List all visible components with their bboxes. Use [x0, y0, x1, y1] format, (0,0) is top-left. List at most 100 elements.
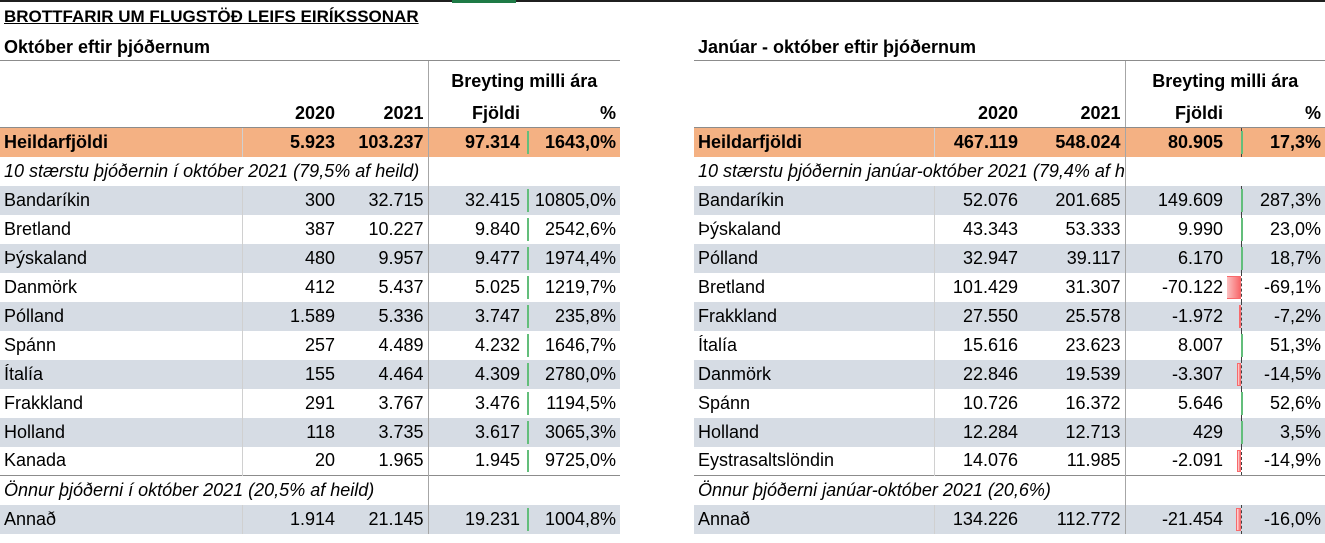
value-fjoldi: 4.232: [427, 330, 524, 360]
pct-value: 17,3%: [1269, 131, 1321, 152]
pct-value: 1646,7%: [544, 334, 616, 355]
pct-cell: 9725,0%: [524, 447, 620, 476]
value-2021: 10.227: [368, 218, 424, 239]
section-blank: [1124, 475, 1227, 505]
table-row: Bretland 387 10.227 9.840 2542,6%: [0, 214, 620, 244]
section-label: Önnur þjóðerni í október 2021 (20,5% af …: [0, 475, 428, 505]
value-2021: 32.715: [339, 185, 428, 215]
row-label: Þýskaland: [698, 218, 782, 239]
row-label: Bandaríkin: [0, 185, 242, 215]
data-bar: [527, 275, 529, 299]
value-2021: 39.117: [1022, 243, 1125, 273]
value-fjoldi: 97.314: [427, 127, 524, 157]
header-pct: %: [524, 94, 620, 128]
data-bar: [1227, 275, 1241, 299]
table-row: Bandaríkin 300 32.715 32.415 10805,0%: [0, 185, 620, 215]
value-fjoldi: 6.170: [1124, 243, 1227, 273]
total-row: Heildarfjöldi 467.119 548.024 80.905 17,3%: [694, 127, 1325, 157]
row-label: Ítalía: [698, 334, 738, 355]
value-2020: 5.923: [241, 127, 339, 157]
value-fjoldi: 429: [1124, 417, 1227, 447]
value-2020: 467.119: [933, 127, 1022, 157]
value-2021: 23.623: [1065, 334, 1121, 355]
header-row: Breyting milli ára: [694, 60, 1325, 95]
pct-value: 1974,4%: [544, 247, 616, 268]
value-2021: 1.965: [378, 450, 424, 471]
value-2020: 134.226: [933, 504, 1022, 534]
section-row: Önnur þjóðerni janúar-október 2021 (20,6…: [694, 475, 1325, 505]
row-label: Spánn: [4, 334, 57, 355]
row-label: Þýskaland: [0, 243, 242, 273]
section-label: 10 stærstu þjóðernin í október 2021 (79,…: [4, 160, 420, 181]
right-data-table: Breyting milli ára 2020 2021 Fjöldi% Heildar…: [694, 60, 1325, 534]
table-row: Pólland 1.589 5.336 3.747 235,8%: [0, 301, 620, 331]
value-2020: 101.429: [933, 272, 1022, 302]
pct-value: 1643,0%: [544, 131, 616, 152]
data-bar-axis: [1241, 359, 1242, 389]
top-border-line: [0, 0, 1325, 2]
header-pct: %: [1227, 94, 1325, 128]
section-blank: [427, 475, 524, 505]
table-row: Kanada 20 1.965 1.945 9725,0%: [0, 446, 620, 476]
pct-value: 3065,3%: [544, 421, 616, 442]
value-fjoldi: -21.454: [1124, 504, 1227, 534]
left-subtitle: Október eftir þjóðernum: [4, 37, 211, 57]
header-row: 2020 2021 Fjöldi%: [694, 94, 1325, 128]
pct-cell: -14,5%: [1227, 359, 1325, 389]
header-blank: [694, 94, 934, 128]
header-blank: [694, 60, 934, 95]
table-row: Þýskaland 43.343 53.333 9.990 23,0%: [694, 214, 1325, 244]
pct-cell: 1004,8%: [524, 504, 620, 534]
table-october: Breyting milli ára 2020 2021 Fjöldi% Heildar…: [0, 60, 620, 534]
section-blank: [1227, 475, 1325, 505]
data-bar: [527, 217, 529, 241]
data-bar: [527, 507, 529, 531]
value-fjoldi: -2.091: [1124, 446, 1227, 476]
value-2020: 27.550: [933, 301, 1022, 331]
header-breyting: Breyting milli ára: [1124, 60, 1325, 95]
table-row: Danmörk 22.846 19.539 -3.307 -14,5%: [694, 359, 1325, 389]
header-blank: [0, 60, 242, 95]
table-row: Spánn 10.726 16.372 5.646 52,6%: [694, 388, 1325, 418]
row-label: Pólland: [0, 301, 242, 331]
left-data-table: Breyting milli ára 2020 2021 Fjöldi% Heildar…: [0, 60, 620, 534]
pct-cell: 1974,4%: [524, 243, 620, 273]
data-bar: [527, 391, 529, 415]
value-2021: 25.578: [1022, 301, 1125, 331]
row-label: Bandaríkin: [694, 185, 934, 215]
data-bar: [1236, 362, 1241, 386]
header-fjoldi: Fjöldi: [427, 94, 524, 128]
data-bar-axis: [1241, 301, 1242, 331]
table-jan-oct: Breyting milli ára 2020 2021 Fjöldi% Heildar…: [694, 60, 1325, 534]
data-bar: [1236, 449, 1241, 472]
pct-value: 2542,6%: [544, 218, 616, 239]
pct-cell: 2542,6%: [524, 215, 620, 244]
data-bar: [1241, 391, 1243, 415]
value-2020: 10.726: [933, 388, 1022, 418]
data-bar: [527, 188, 529, 212]
value-2021: 9.957: [339, 243, 428, 273]
section-blank: [1227, 157, 1325, 186]
table-row: Ítalía 155 4.464 4.309 2780,0%: [0, 359, 620, 389]
pct-cell: 1646,7%: [524, 331, 620, 360]
row-label: Ítalía: [0, 359, 242, 389]
header-blank: [0, 94, 242, 128]
row-label: Danmörk: [4, 276, 78, 297]
value-fjoldi: 8.007: [1124, 330, 1227, 360]
value-2020: 1.914: [241, 504, 339, 534]
value-2021: 5.437: [378, 276, 424, 297]
value-2020: 22.846: [933, 359, 1022, 389]
table-row: Frakkland 291 3.767 3.476 1194,5%: [0, 388, 620, 418]
row-label: Heildarfjöldi: [0, 127, 242, 157]
value-2021: 21.145: [339, 504, 428, 534]
value-2021: 112.772: [1022, 504, 1125, 534]
value-2021: 12.713: [1022, 417, 1125, 447]
value-2021: 3.735: [339, 417, 428, 447]
value-2020: 291: [241, 388, 339, 418]
pct-value: 287,3%: [1259, 189, 1321, 210]
value-2020: 20: [241, 446, 339, 476]
header-2020: 2020: [934, 94, 1022, 128]
value-2020: 387: [241, 214, 339, 244]
pct-cell: -69,1%: [1227, 272, 1325, 302]
value-2020: 480: [241, 243, 339, 273]
